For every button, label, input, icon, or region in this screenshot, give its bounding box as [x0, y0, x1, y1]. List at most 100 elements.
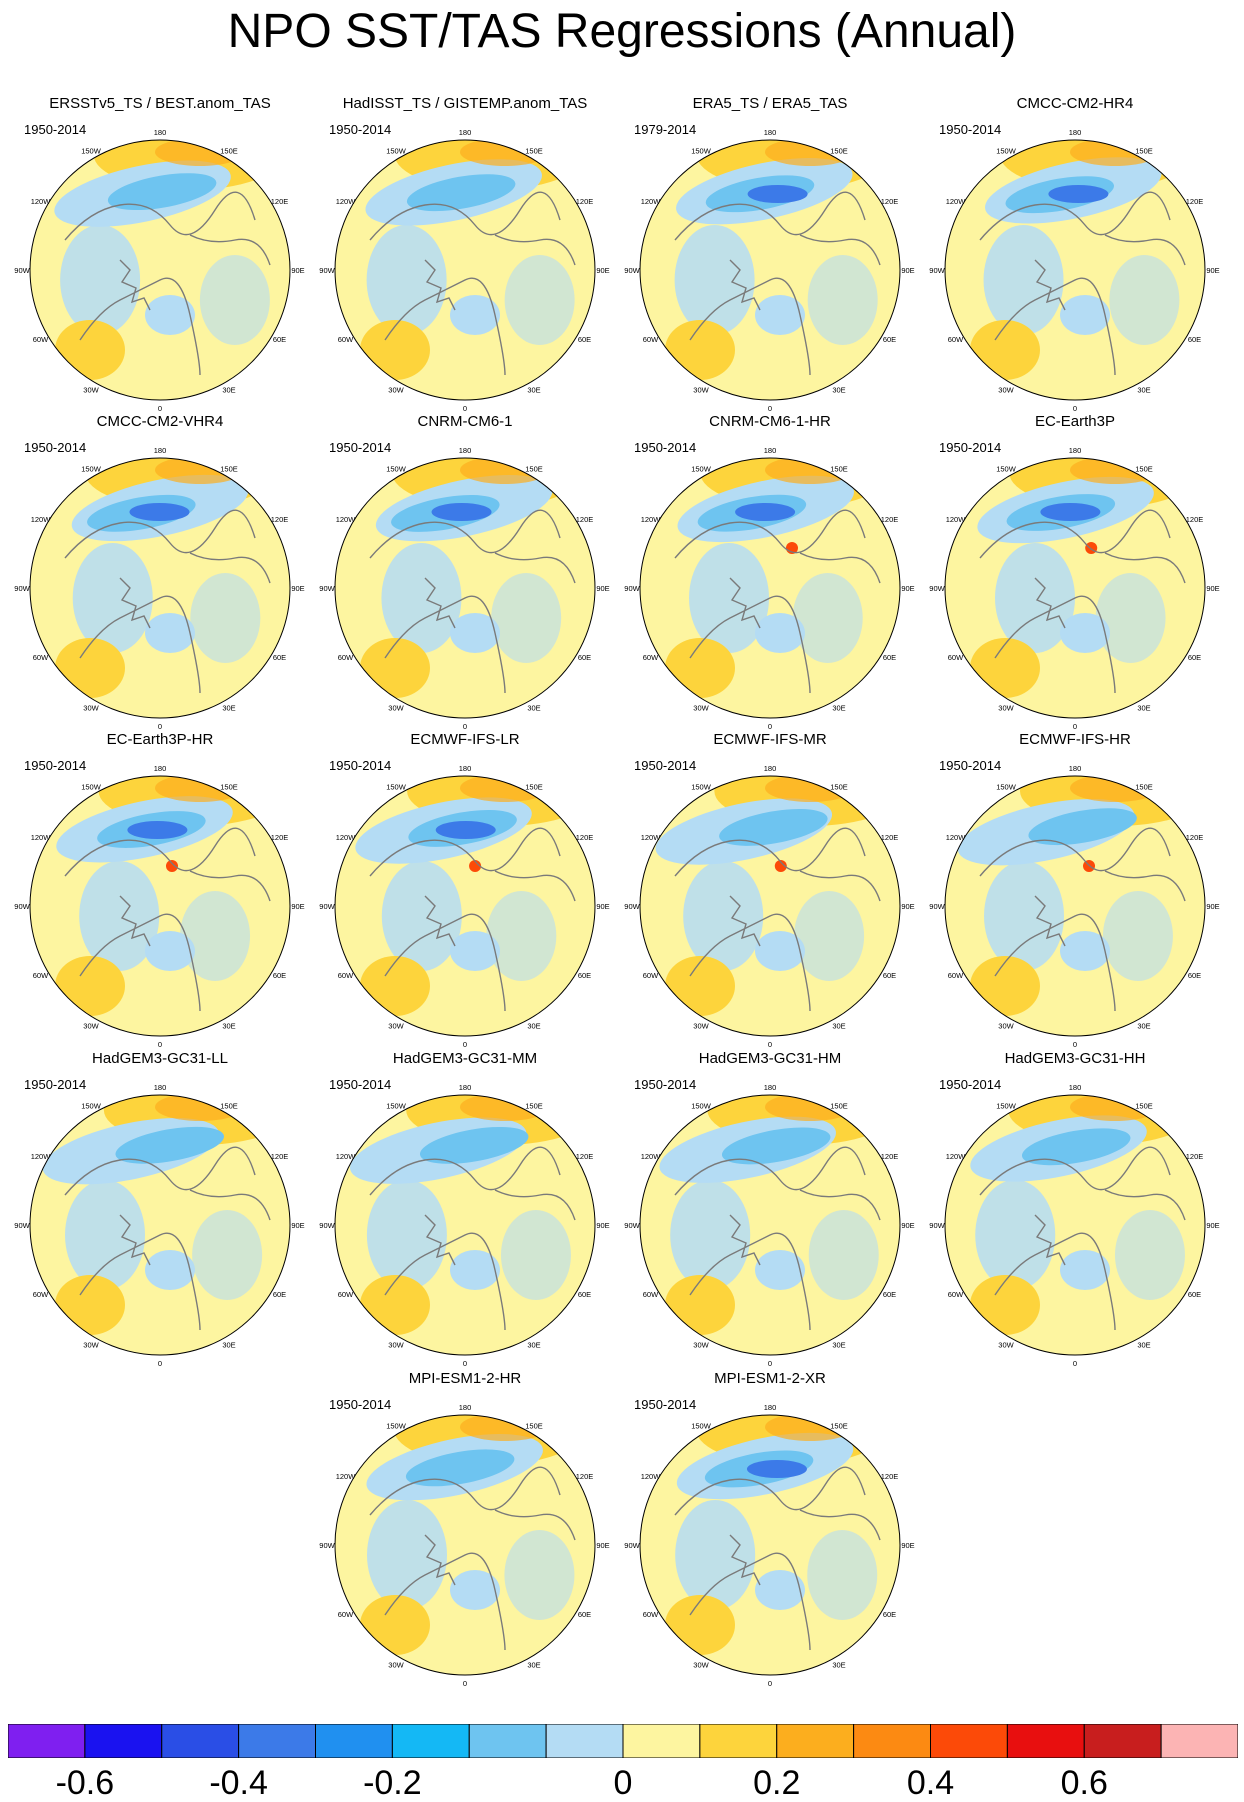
- longitude-label: 30W: [998, 1341, 1014, 1350]
- longitude-label: 90W: [14, 584, 30, 593]
- longitude-label: 90E: [901, 584, 914, 593]
- panel-years: 1950-2014: [634, 1077, 697, 1092]
- polar-map: 0 30E 60E 90E 120E 150E 180 150W 120W 90W 60W 30W: [929, 446, 1219, 731]
- map-panel: EC-Earth3P-HR 0 30E 60E 90E 120E 150E 180 150W 12…: [10, 731, 310, 1051]
- longitude-label: 30W: [998, 386, 1014, 395]
- longitude-label: 60W: [338, 1610, 354, 1619]
- longitude-label: 60E: [883, 653, 896, 662]
- colorbar-segment: [776, 1724, 855, 1758]
- polar-map: 0 30E 60E 90E 120E 150E 180 150W 120W 90W 60W 30W: [929, 128, 1219, 413]
- longitude-label: 0: [768, 1359, 772, 1368]
- longitude-label: 120W: [31, 1152, 52, 1161]
- panel-title: ECMWF-IFS-LR: [410, 731, 520, 748]
- longitude-label: 60E: [273, 653, 286, 662]
- longitude-label: 150E: [830, 1421, 848, 1430]
- longitude-label: 90W: [319, 1541, 335, 1550]
- longitude-label: 60W: [338, 335, 354, 344]
- longitude-label: 150E: [525, 1421, 543, 1430]
- longitude-label: 150E: [220, 146, 238, 155]
- longitude-label: 0: [463, 1040, 467, 1049]
- polar-map: 0 30E 60E 90E 120E 150E 180 150W 120W 90W 60W 30W: [624, 1083, 914, 1368]
- longitude-label: 60E: [273, 335, 286, 344]
- polar-map: 0 30E 60E 90E 120E 150E 180 150W 120W 90W 60W 30W: [929, 1083, 1219, 1368]
- colorbar-segment: [622, 1724, 701, 1758]
- colorbar-tick-label: -0.2: [363, 1764, 422, 1802]
- longitude-label: 150W: [691, 1421, 712, 1430]
- longitude-label: 180: [459, 764, 472, 773]
- longitude-label: 120E: [881, 197, 899, 206]
- panel-years: 1950-2014: [634, 440, 697, 455]
- longitude-label: 120W: [641, 515, 662, 524]
- longitude-label: 60E: [1188, 971, 1201, 980]
- longitude-label: 60E: [1188, 1290, 1201, 1299]
- longitude-label: 60W: [338, 653, 354, 662]
- longitude-label: 30E: [222, 386, 235, 395]
- panel-years: 1979-2014: [634, 122, 697, 137]
- longitude-label: 0: [768, 1679, 772, 1688]
- longitude-label: 0: [1073, 722, 1077, 731]
- polar-map: 0 30E 60E 90E 120E 150E 180 150W 120W 90W 60W 30W: [319, 446, 609, 731]
- longitude-label: 180: [459, 1403, 472, 1412]
- panel-years: 1950-2014: [329, 440, 392, 455]
- panel-title: ERSSTv5_TS / BEST.anom_TAS: [49, 95, 271, 112]
- longitude-label: 150E: [830, 146, 848, 155]
- longitude-label: 30E: [832, 704, 845, 713]
- longitude-label: 60E: [578, 971, 591, 980]
- panel-years: 1950-2014: [634, 758, 697, 773]
- longitude-label: 0: [463, 722, 467, 731]
- longitude-label: 180: [764, 1083, 777, 1092]
- longitude-label: 60E: [578, 335, 591, 344]
- longitude-label: 0: [768, 404, 772, 413]
- panel-title: HadGEM3-GC31-LL: [92, 1050, 228, 1067]
- longitude-label: 30W: [998, 704, 1014, 713]
- map-panel: ECMWF-IFS-MR 0 30E 60E 90E 120E 150E 180 150W 120…: [620, 731, 920, 1051]
- longitude-label: 0: [158, 1040, 162, 1049]
- longitude-label: 180: [154, 1083, 167, 1092]
- longitude-label: 60E: [883, 335, 896, 344]
- colorbar-segment: [468, 1724, 547, 1758]
- panel-years: 1950-2014: [329, 758, 392, 773]
- longitude-label: 180: [1069, 446, 1082, 455]
- longitude-label: 30W: [693, 386, 709, 395]
- map-panel: ECMWF-IFS-LR 0 30E 60E 90E 120E 150E 180 150W 120…: [315, 731, 615, 1051]
- longitude-label: 120E: [881, 1152, 899, 1161]
- longitude-label: 0: [1073, 404, 1077, 413]
- longitude-label: 180: [764, 1403, 777, 1412]
- longitude-label: 150W: [996, 1101, 1017, 1110]
- longitude-label: 30W: [693, 704, 709, 713]
- longitude-label: 60W: [338, 971, 354, 980]
- longitude-label: 90E: [596, 584, 609, 593]
- polar-map: 0 30E 60E 90E 120E 150E 180 150W 120W 90W 60W 30W: [14, 1083, 304, 1368]
- colorbar-tick-label: 0.6: [1060, 1764, 1108, 1802]
- longitude-label: 30W: [83, 1341, 99, 1350]
- longitude-label: 150W: [996, 782, 1017, 791]
- longitude-label: 150W: [386, 1421, 407, 1430]
- longitude-label: 90E: [596, 1221, 609, 1230]
- panel-title: CMCC-CM2-HR4: [1016, 95, 1134, 112]
- longitude-label: 0: [463, 404, 467, 413]
- polar-map: 0 30E 60E 90E 120E 150E 180 150W 120W 90W 60W 30W: [624, 446, 914, 731]
- longitude-label: 180: [1069, 1083, 1082, 1092]
- longitude-label: 90E: [291, 266, 304, 275]
- longitude-label: 150E: [525, 464, 543, 473]
- panel-years: 1950-2014: [939, 440, 1002, 455]
- longitude-label: 150E: [525, 146, 543, 155]
- longitude-label: 150W: [81, 782, 102, 791]
- longitude-label: 150W: [996, 146, 1017, 155]
- longitude-label: 60W: [33, 335, 49, 344]
- panel-title: HadGEM3-GC31-HH: [1004, 1050, 1146, 1067]
- longitude-label: 120W: [641, 833, 662, 842]
- longitude-label: 90W: [319, 266, 335, 275]
- colorbar-segment: [699, 1724, 778, 1758]
- panel-years: 1950-2014: [939, 758, 1002, 773]
- longitude-label: 30E: [832, 1661, 845, 1670]
- panel-title: EC-Earth3P: [1034, 413, 1116, 430]
- colorbar-tick-label: 0.2: [753, 1764, 801, 1802]
- longitude-label: 90W: [624, 266, 640, 275]
- longitude-label: 120W: [336, 197, 357, 206]
- map-panel: HadGEM3-GC31-HH 0 30E 60E 90E 120E 150E 180 150W…: [925, 1050, 1225, 1370]
- panel-years: 1950-2014: [24, 122, 87, 137]
- longitude-label: 120E: [1186, 515, 1204, 524]
- longitude-label: 120W: [641, 197, 662, 206]
